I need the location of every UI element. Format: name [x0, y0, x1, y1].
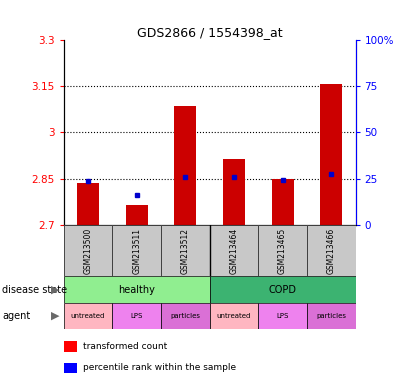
Text: GSM213464: GSM213464 [229, 227, 238, 274]
Bar [307, 225, 356, 276]
Bar [320, 84, 342, 225]
Text: untreated: untreated [71, 313, 105, 319]
Bar [64, 362, 77, 373]
Text: percentile rank within the sample: percentile rank within the sample [83, 363, 236, 372]
Text: healthy: healthy [118, 285, 155, 295]
Bar [64, 341, 77, 352]
Bar [210, 225, 258, 276]
Text: GSM213512: GSM213512 [181, 228, 190, 273]
Bar [126, 205, 148, 225]
Bar [64, 303, 112, 329]
Bar [161, 225, 210, 276]
Bar [161, 303, 210, 329]
Text: particles: particles [316, 313, 346, 319]
Text: disease state: disease state [2, 285, 67, 295]
Text: COPD: COPD [268, 285, 297, 295]
Bar [112, 225, 161, 276]
Bar [258, 225, 307, 276]
Text: ▶: ▶ [51, 311, 60, 321]
Title: GDS2866 / 1554398_at: GDS2866 / 1554398_at [137, 26, 282, 39]
Bar [112, 225, 161, 276]
Bar [64, 225, 112, 276]
Text: GSM213500: GSM213500 [83, 227, 92, 274]
Text: agent: agent [2, 311, 30, 321]
Bar [174, 106, 196, 225]
Bar [210, 276, 356, 303]
Bar [112, 303, 161, 329]
Text: LPS: LPS [130, 313, 143, 319]
Bar [161, 225, 210, 276]
Bar [77, 183, 99, 225]
Bar [258, 303, 307, 329]
Text: transformed count: transformed count [83, 342, 167, 351]
Bar [64, 276, 210, 303]
Bar [307, 225, 356, 276]
Bar [210, 303, 258, 329]
Bar [64, 225, 112, 276]
Text: ▶: ▶ [51, 285, 60, 295]
Bar [210, 225, 258, 276]
Text: GSM213511: GSM213511 [132, 228, 141, 273]
Bar [307, 303, 356, 329]
Bar [223, 159, 245, 225]
Text: LPS: LPS [276, 313, 289, 319]
Text: GSM213466: GSM213466 [327, 227, 336, 274]
Text: GSM213465: GSM213465 [278, 227, 287, 274]
Text: untreated: untreated [217, 313, 251, 319]
Bar [258, 225, 307, 276]
Bar [272, 179, 293, 225]
Text: particles: particles [170, 313, 200, 319]
